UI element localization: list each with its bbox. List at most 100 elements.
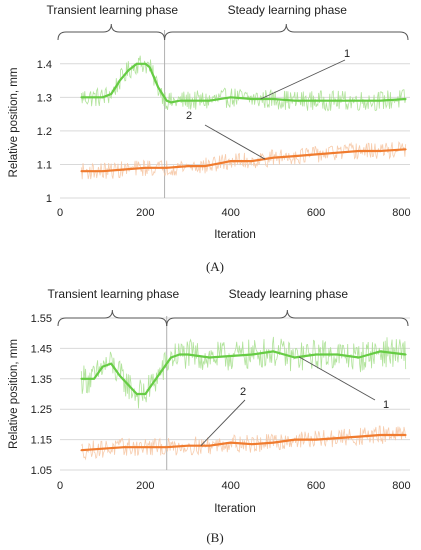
data-point-series-2	[208, 444, 211, 447]
y-tick-label: 1	[46, 193, 52, 205]
data-point-series-2	[229, 441, 232, 444]
data-point-series-2	[251, 443, 253, 446]
data-point-series-1	[148, 66, 151, 69]
data-point-series-2	[315, 153, 317, 156]
data-point-series-1	[170, 101, 172, 104]
y-tick-label: 1.35	[31, 374, 52, 386]
data-point-series-2	[187, 444, 189, 447]
data-point-series-2	[144, 166, 147, 169]
x-tick-label: 0	[57, 480, 63, 492]
brace-steady	[166, 309, 409, 327]
y-tick-label: 1.3	[37, 92, 52, 104]
data-point-series-1	[93, 377, 96, 380]
data-point-series-1	[178, 99, 181, 102]
data-point-series-1	[229, 96, 232, 99]
x-tick-label: 600	[307, 480, 325, 492]
brace-steady	[164, 23, 409, 41]
series-raw-trace-2	[81, 425, 407, 461]
data-point-series-1	[357, 99, 360, 102]
x-axis-label: Iteration	[214, 229, 256, 241]
phase-label-steady: Steady learning phase	[229, 287, 349, 301]
data-point-series-2	[123, 446, 125, 449]
data-point-series-1	[357, 356, 360, 359]
y-tick-label: 1.55	[31, 313, 52, 325]
x-tick-label: 400	[222, 480, 240, 492]
data-point-series-1	[101, 365, 104, 368]
data-point-series-1	[336, 99, 339, 102]
data-point-series-1	[208, 356, 211, 359]
callout-label-2: 2	[240, 386, 246, 398]
callout-label-2: 2	[186, 110, 192, 122]
y-tick-label: 1.45	[31, 343, 52, 355]
data-point-series-2	[379, 434, 382, 436]
data-point-series-1	[336, 353, 339, 356]
data-point-series-1	[251, 98, 253, 100]
data-point-series-1	[251, 353, 253, 356]
y-axis-label: Relative position, mm	[8, 68, 20, 178]
data-point-series-2	[204, 165, 207, 168]
x-tick-label: 600	[307, 207, 325, 219]
data-point-series-1	[80, 96, 83, 99]
data-point-series-1	[110, 362, 113, 365]
data-point-series-1	[165, 99, 168, 102]
data-point-series-2	[123, 168, 125, 171]
data-point-series-1	[293, 99, 296, 102]
data-point-series-1	[127, 383, 130, 386]
data-point-series-1	[161, 368, 164, 371]
y-tick-label: 1.05	[31, 465, 52, 477]
data-point-series-1	[144, 393, 147, 395]
data-point-series-2	[315, 438, 317, 441]
chart-caption: (B)	[206, 530, 223, 545]
data-point-series-1	[93, 96, 96, 99]
x-axis-label: Iteration	[214, 503, 256, 515]
data-point-series-1	[404, 353, 407, 356]
data-point-series-1	[178, 353, 181, 356]
data-point-series-2	[272, 156, 275, 159]
data-point-series-1	[272, 98, 275, 100]
data-point-series-2	[165, 446, 168, 449]
callout-leader-1	[260, 59, 346, 100]
data-point-series-1	[187, 99, 189, 102]
y-tick-label: 1.15	[31, 435, 52, 447]
data-point-series-1	[379, 99, 382, 102]
data-point-series-2	[404, 148, 407, 151]
y-tick-label: 1.4	[37, 59, 52, 71]
data-point-series-1	[315, 99, 317, 102]
data-point-series-2	[336, 151, 339, 154]
data-point-series-2	[80, 449, 83, 452]
data-point-series-1	[80, 377, 83, 380]
y-tick-label: 1.1	[37, 159, 52, 171]
series-line-1	[81, 62, 406, 104]
data-point-series-1	[118, 374, 121, 377]
data-point-series-2	[101, 447, 104, 450]
data-point-series-1	[101, 96, 104, 99]
x-tick-label: 200	[136, 207, 154, 219]
data-point-series-2	[379, 150, 382, 152]
data-point-series-2	[357, 150, 360, 152]
phase-label-transient: Transient learning phase	[46, 3, 178, 17]
series-line-2	[81, 433, 406, 452]
x-tick-label: 400	[222, 207, 240, 219]
data-point-series-1	[187, 353, 189, 356]
callout-label-1: 1	[383, 399, 389, 411]
data-point-series-2	[101, 170, 104, 173]
data-point-series-2	[293, 438, 296, 441]
data-point-series-1	[161, 93, 164, 95]
data-point-series-2	[336, 437, 339, 439]
data-point-series-2	[272, 441, 275, 444]
data-point-series-1	[144, 62, 147, 65]
data-point-series-2	[251, 160, 253, 162]
y-axis-label: Relative position, mm	[8, 339, 20, 449]
phase-label-steady: Steady learning phase	[228, 3, 348, 17]
data-point-series-2	[404, 434, 407, 436]
data-point-series-2	[80, 170, 83, 173]
x-tick-label: 0	[57, 207, 63, 219]
data-point-series-1	[135, 393, 138, 395]
data-point-series-1	[153, 76, 155, 79]
callout-leader-2	[200, 399, 246, 446]
chart-panel-0: 1 1.1 1.2 1.3 1.4 0 200 400 600 800 Transient lear…	[8, 3, 411, 274]
series-raw-trace-2	[80, 141, 407, 180]
data-point-series-2	[221, 161, 224, 164]
data-point-series-2	[357, 435, 360, 438]
